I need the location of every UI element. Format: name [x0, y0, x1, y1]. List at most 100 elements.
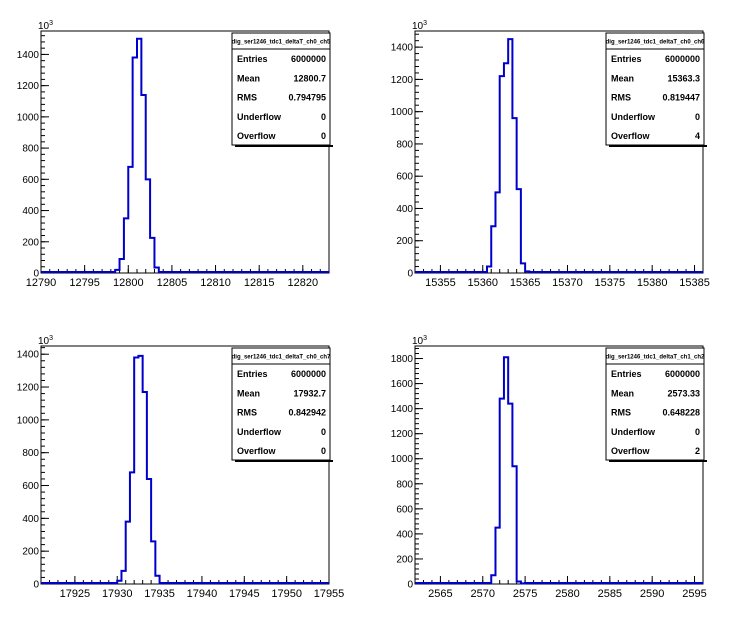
- stats-title: dig_ser1246_tdc1_deltaT_ch0_ch5: [232, 40, 331, 46]
- stats-box-shadow: [609, 460, 707, 462]
- y-exponent-label: 103: [38, 335, 53, 347]
- stats-label: Mean: [237, 73, 260, 83]
- x-tick-label: 2595: [682, 588, 706, 600]
- stats-value: 2: [695, 446, 700, 456]
- y-tick-label: 1400: [391, 404, 414, 415]
- y-tick-label: 800: [22, 144, 39, 155]
- stats-value: 4: [695, 131, 700, 141]
- stats-title: dig_ser1246_tdc1_deltaT_ch0_ch7: [232, 355, 331, 361]
- stats-label: Entries: [611, 369, 642, 379]
- y-tick-label: 1400: [17, 350, 40, 361]
- y-tick-label: 0: [33, 580, 39, 591]
- y-tick-label: 1200: [391, 429, 414, 440]
- x-tick-label: 12795: [69, 277, 100, 289]
- stats-label: RMS: [237, 408, 257, 418]
- stats-value: 0: [321, 427, 326, 437]
- y-tick-label: 400: [396, 204, 413, 215]
- stats-value: 15363.3: [667, 73, 700, 83]
- y-tick-label: 1000: [391, 107, 414, 118]
- stats-box: dig_ser1246_tdc1_deltaT_ch0_ch6 Entries 60…: [605, 32, 707, 147]
- histogram-line: [415, 356, 703, 585]
- y-tick-label: 200: [22, 547, 39, 558]
- y-tick-label: 1200: [391, 75, 414, 86]
- stats-label: Entries: [237, 54, 268, 64]
- stats-value: 0: [321, 131, 326, 141]
- x-tick-label: 12820: [288, 277, 319, 289]
- histogram-panel-4: 2565 2570 2575 2580 2585 2590 2595 0 200 400 600 80…: [391, 335, 707, 600]
- x-tick-label: 17935: [144, 588, 175, 600]
- y-tick-label: 600: [22, 481, 39, 492]
- x-tick-label: 17955: [314, 588, 345, 600]
- stats-value: 6000000: [291, 54, 326, 64]
- histogram-panel-3: 17925 17930 17935 17940 17945 17950 17955 0 200 4…: [17, 335, 345, 600]
- x-tick-label: 17925: [60, 588, 91, 600]
- x-tick-label: 12810: [200, 277, 231, 289]
- histogram-line: [41, 37, 329, 273]
- x-tick-label: 12790: [26, 277, 57, 289]
- y-tick-label: 800: [396, 479, 413, 490]
- y-tick-label: 1000: [17, 415, 40, 426]
- y-tick-label: 600: [396, 504, 413, 515]
- x-tick-label: 12815: [244, 277, 275, 289]
- x-tick-label: 15360: [467, 277, 498, 289]
- x-tick-label: 2570: [471, 588, 495, 600]
- x-tick-label: 2590: [640, 588, 664, 600]
- y-exponent-power: 3: [423, 20, 427, 27]
- y-tick-label: 200: [396, 554, 413, 565]
- x-tick-label: 15355: [425, 277, 456, 289]
- histogram-line: [415, 38, 703, 273]
- stats-box: dig_ser1246_tdc1_deltaT_ch0_ch7 Entries 60…: [231, 347, 333, 462]
- stats-value: 0.794795: [288, 93, 326, 103]
- y-tick-label: 1400: [391, 43, 414, 54]
- y-tick-label: 1400: [17, 50, 40, 61]
- y-exponent-power: 3: [49, 335, 53, 342]
- stats-title: dig_ser1246_tdc1_deltaT_ch0_ch6: [606, 40, 705, 46]
- y-exponent-base: 10: [38, 336, 50, 347]
- x-tick-label: 2580: [555, 588, 579, 600]
- y-tick-label: 1800: [391, 354, 414, 365]
- stats-label: Overflow: [237, 131, 277, 141]
- y-tick-label: 600: [396, 172, 413, 183]
- stats-value: 0: [321, 446, 326, 456]
- x-tick-label: 2565: [428, 588, 452, 600]
- stats-value: 6000000: [665, 369, 700, 379]
- stats-value: 6000000: [665, 54, 700, 64]
- x-tick-label: 15375: [595, 277, 626, 289]
- stats-value: 0.819447: [662, 93, 700, 103]
- y-tick-label: 1600: [391, 379, 414, 390]
- stats-label: Mean: [237, 388, 260, 398]
- stats-value: 6000000: [291, 369, 326, 379]
- stats-label: Entries: [237, 369, 268, 379]
- stats-label: RMS: [611, 408, 631, 418]
- x-tick-label: 2585: [598, 588, 622, 600]
- y-tick-label: 0: [407, 580, 413, 591]
- stats-label: Underflow: [611, 112, 656, 122]
- x-tick-label: 17930: [102, 588, 133, 600]
- y-exponent-power: 3: [49, 20, 53, 27]
- stats-box-border: [231, 32, 331, 146]
- x-tick-label: 17940: [187, 588, 218, 600]
- x-tick-label: 15385: [679, 277, 710, 289]
- stats-label: Underflow: [237, 112, 282, 122]
- y-tick-label: 800: [22, 448, 39, 459]
- stats-value: 2573.33: [667, 388, 700, 398]
- stats-value: 0: [695, 427, 700, 437]
- stats-box-shadow: [609, 145, 707, 147]
- y-tick-label: 1200: [17, 81, 40, 92]
- stats-box-border: [605, 347, 705, 461]
- stats-label: Entries: [611, 54, 642, 64]
- stats-value: 0: [321, 112, 326, 122]
- y-tick-label: 200: [396, 236, 413, 247]
- y-tick-label: 1000: [391, 454, 414, 465]
- stats-label: Underflow: [237, 427, 282, 437]
- x-tick-label: 17945: [229, 588, 260, 600]
- y-tick-label: 600: [22, 175, 39, 186]
- y-tick-label: 400: [396, 529, 413, 540]
- x-tick-label: 17950: [271, 588, 302, 600]
- stats-label: RMS: [237, 93, 257, 103]
- x-tick-label: 15370: [552, 277, 583, 289]
- stats-label: Overflow: [237, 446, 277, 456]
- stats-box-border: [605, 32, 705, 146]
- stats-label: Mean: [611, 388, 634, 398]
